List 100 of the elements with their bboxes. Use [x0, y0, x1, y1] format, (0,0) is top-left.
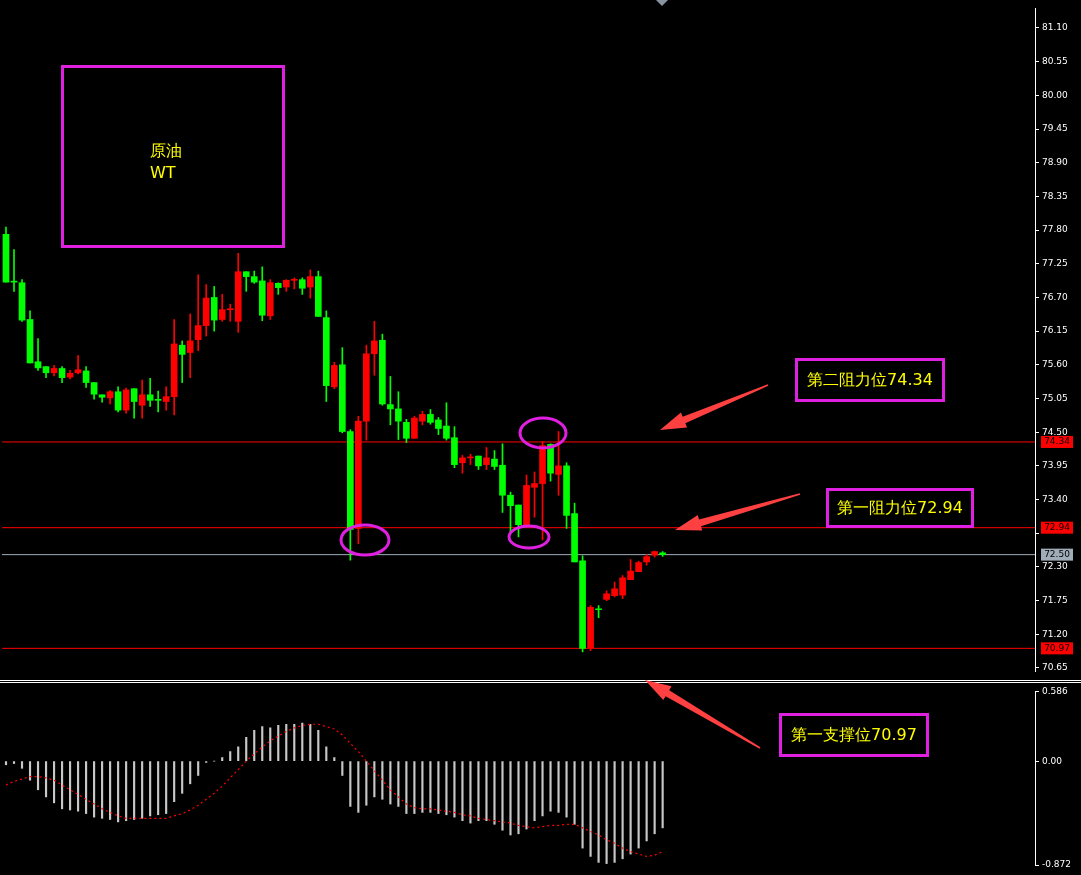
bar	[173, 761, 176, 802]
y-tick-label: 77.25	[1042, 258, 1068, 269]
bar	[189, 761, 192, 785]
y-tick-label: 80.55	[1042, 56, 1068, 67]
bar	[469, 761, 472, 824]
bar	[52, 761, 56, 804]
annotation: 原油 WT	[150, 140, 182, 184]
bar	[381, 761, 384, 800]
bar	[365, 761, 368, 806]
bar	[429, 761, 432, 813]
bar	[541, 761, 544, 817]
y-tick-label: 73.40	[1042, 493, 1069, 504]
bar	[613, 761, 616, 863]
bar	[93, 761, 96, 818]
bar	[405, 761, 408, 814]
bar	[28, 761, 32, 781]
candlestick	[74, 355, 82, 375]
annotation: 第二阻力位74.34	[807, 369, 933, 391]
y-tick-label: 73.95	[1042, 460, 1068, 471]
candlestick	[178, 340, 186, 383]
bar	[413, 761, 416, 814]
bar	[645, 761, 648, 842]
annotation: 第一支撑位70.97	[791, 724, 917, 746]
bar	[261, 726, 264, 761]
bar	[277, 725, 280, 761]
bar	[181, 761, 184, 794]
bar	[85, 761, 88, 814]
y-tick-label: 74.50	[1042, 426, 1069, 437]
bar	[653, 761, 656, 835]
bar	[325, 746, 328, 761]
bar	[501, 761, 504, 831]
bar	[157, 761, 160, 816]
y-tick-label: 78.90	[1042, 157, 1069, 168]
bar	[525, 761, 528, 830]
y-tick-label: 80.00	[1042, 89, 1069, 100]
bar	[68, 761, 72, 811]
ref-line-label: 70.97	[1044, 642, 1070, 653]
ref-line-label: 72.50	[1044, 548, 1071, 559]
note-box: 第一支撑位70.97	[779, 713, 929, 757]
bar	[349, 761, 352, 807]
y-tick-label: 71.20	[1042, 628, 1069, 639]
y-tick-label: 79.45	[1042, 123, 1068, 134]
bar	[245, 737, 248, 761]
bar	[12, 761, 16, 764]
bar	[629, 761, 632, 855]
bar	[661, 761, 664, 829]
y-tick-label: 71.75	[1042, 594, 1068, 605]
y-tick-label: 0.586	[1042, 685, 1069, 696]
bar	[573, 761, 576, 825]
bar	[60, 761, 64, 810]
annotation: 第一阻力位72.94	[837, 497, 963, 519]
bar	[101, 761, 104, 819]
bar	[229, 751, 232, 761]
bar	[141, 761, 144, 819]
note-box: 第二阻力位74.34	[795, 358, 945, 402]
bar	[461, 761, 464, 822]
bar	[20, 761, 24, 769]
bar	[637, 761, 640, 849]
bar	[333, 757, 336, 761]
bar	[76, 761, 80, 812]
bar	[221, 757, 224, 761]
bar	[125, 761, 128, 822]
bar	[421, 761, 424, 813]
y-tick-label: 76.15	[1042, 325, 1068, 336]
candlestick	[186, 313, 194, 378]
y-tick-label: 75.60	[1042, 359, 1069, 370]
bar	[253, 729, 256, 761]
bar	[317, 729, 320, 761]
bar	[605, 761, 608, 864]
line-series	[5, 723, 664, 858]
bar	[533, 761, 536, 822]
bar	[357, 761, 360, 813]
bar	[509, 761, 512, 836]
bar	[549, 761, 552, 812]
y-tick-label: 75.05	[1042, 392, 1068, 403]
note-box: 第一阻力位72.94	[826, 488, 974, 528]
bar	[4, 761, 8, 766]
bar	[597, 761, 600, 863]
bar	[453, 761, 456, 818]
bar	[197, 761, 200, 776]
bar	[517, 761, 520, 835]
bar	[389, 761, 392, 805]
bar	[44, 761, 48, 798]
bar	[485, 761, 488, 822]
bar	[437, 761, 440, 814]
bar	[237, 746, 240, 761]
note-box: 原油 WT	[61, 65, 285, 248]
bar	[493, 761, 496, 825]
bar	[149, 761, 152, 817]
bar	[309, 723, 312, 761]
candlestick	[34, 338, 42, 371]
bar	[293, 723, 296, 761]
bar	[445, 761, 448, 816]
candlestick	[146, 377, 154, 407]
bar	[477, 761, 480, 822]
y-tick-label: 78.35	[1042, 190, 1068, 201]
y-tick-label: 76.70	[1042, 291, 1069, 302]
bar	[557, 761, 560, 813]
bar	[397, 761, 400, 807]
bar	[589, 761, 592, 857]
